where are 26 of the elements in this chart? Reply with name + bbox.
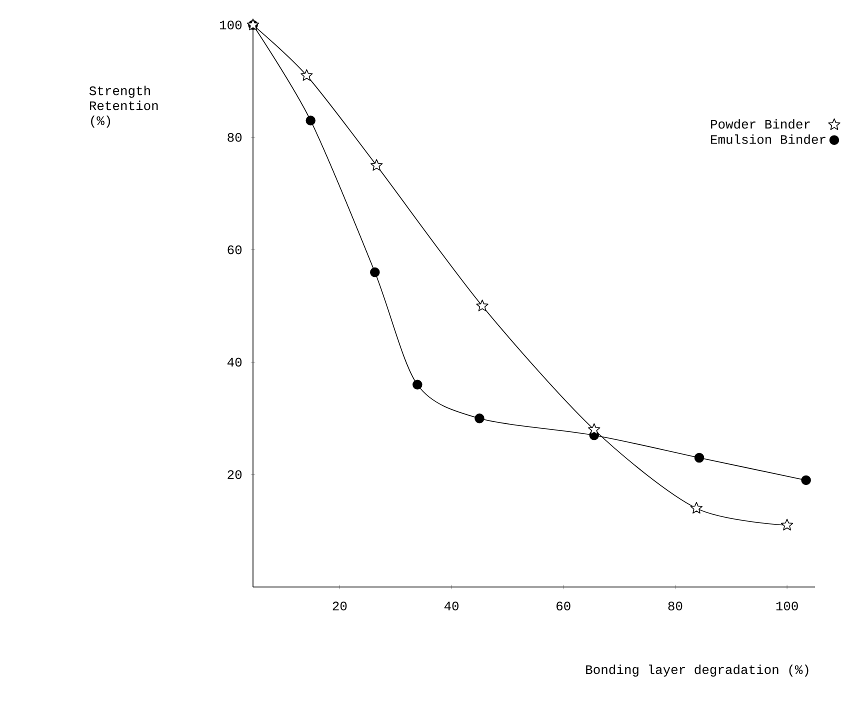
y-tick-label: 60: [228, 245, 242, 254]
x-tick-label: 40: [444, 602, 458, 610]
y-tick-label: 80: [228, 132, 242, 142]
x-tick-label: 80: [668, 602, 682, 610]
point: [780, 518, 794, 530]
legend-label: Powder Binder: [711, 119, 810, 129]
y-tick-label: 20: [228, 470, 242, 479]
legend-label: Emulsion Binder: [711, 134, 826, 144]
point: [370, 159, 383, 171]
point: [588, 423, 600, 435]
y-tick-label: 100: [220, 20, 242, 30]
point: [306, 116, 316, 126]
point: [370, 267, 380, 278]
point: [694, 452, 704, 463]
point: [412, 380, 422, 390]
point: [300, 69, 313, 81]
y-tick-label: 40: [227, 358, 242, 367]
point: [474, 414, 484, 424]
point: [476, 300, 488, 312]
point: [690, 502, 703, 514]
x-axis-title: Bonding layer degradation (%): [586, 664, 808, 677]
point: [801, 475, 811, 486]
x-tick-label: 60: [556, 602, 570, 610]
x-tick-label: 100: [776, 602, 798, 610]
y-axis-title: Strength Retention (%): [89, 86, 158, 128]
x-tick-label: 20: [332, 602, 347, 610]
